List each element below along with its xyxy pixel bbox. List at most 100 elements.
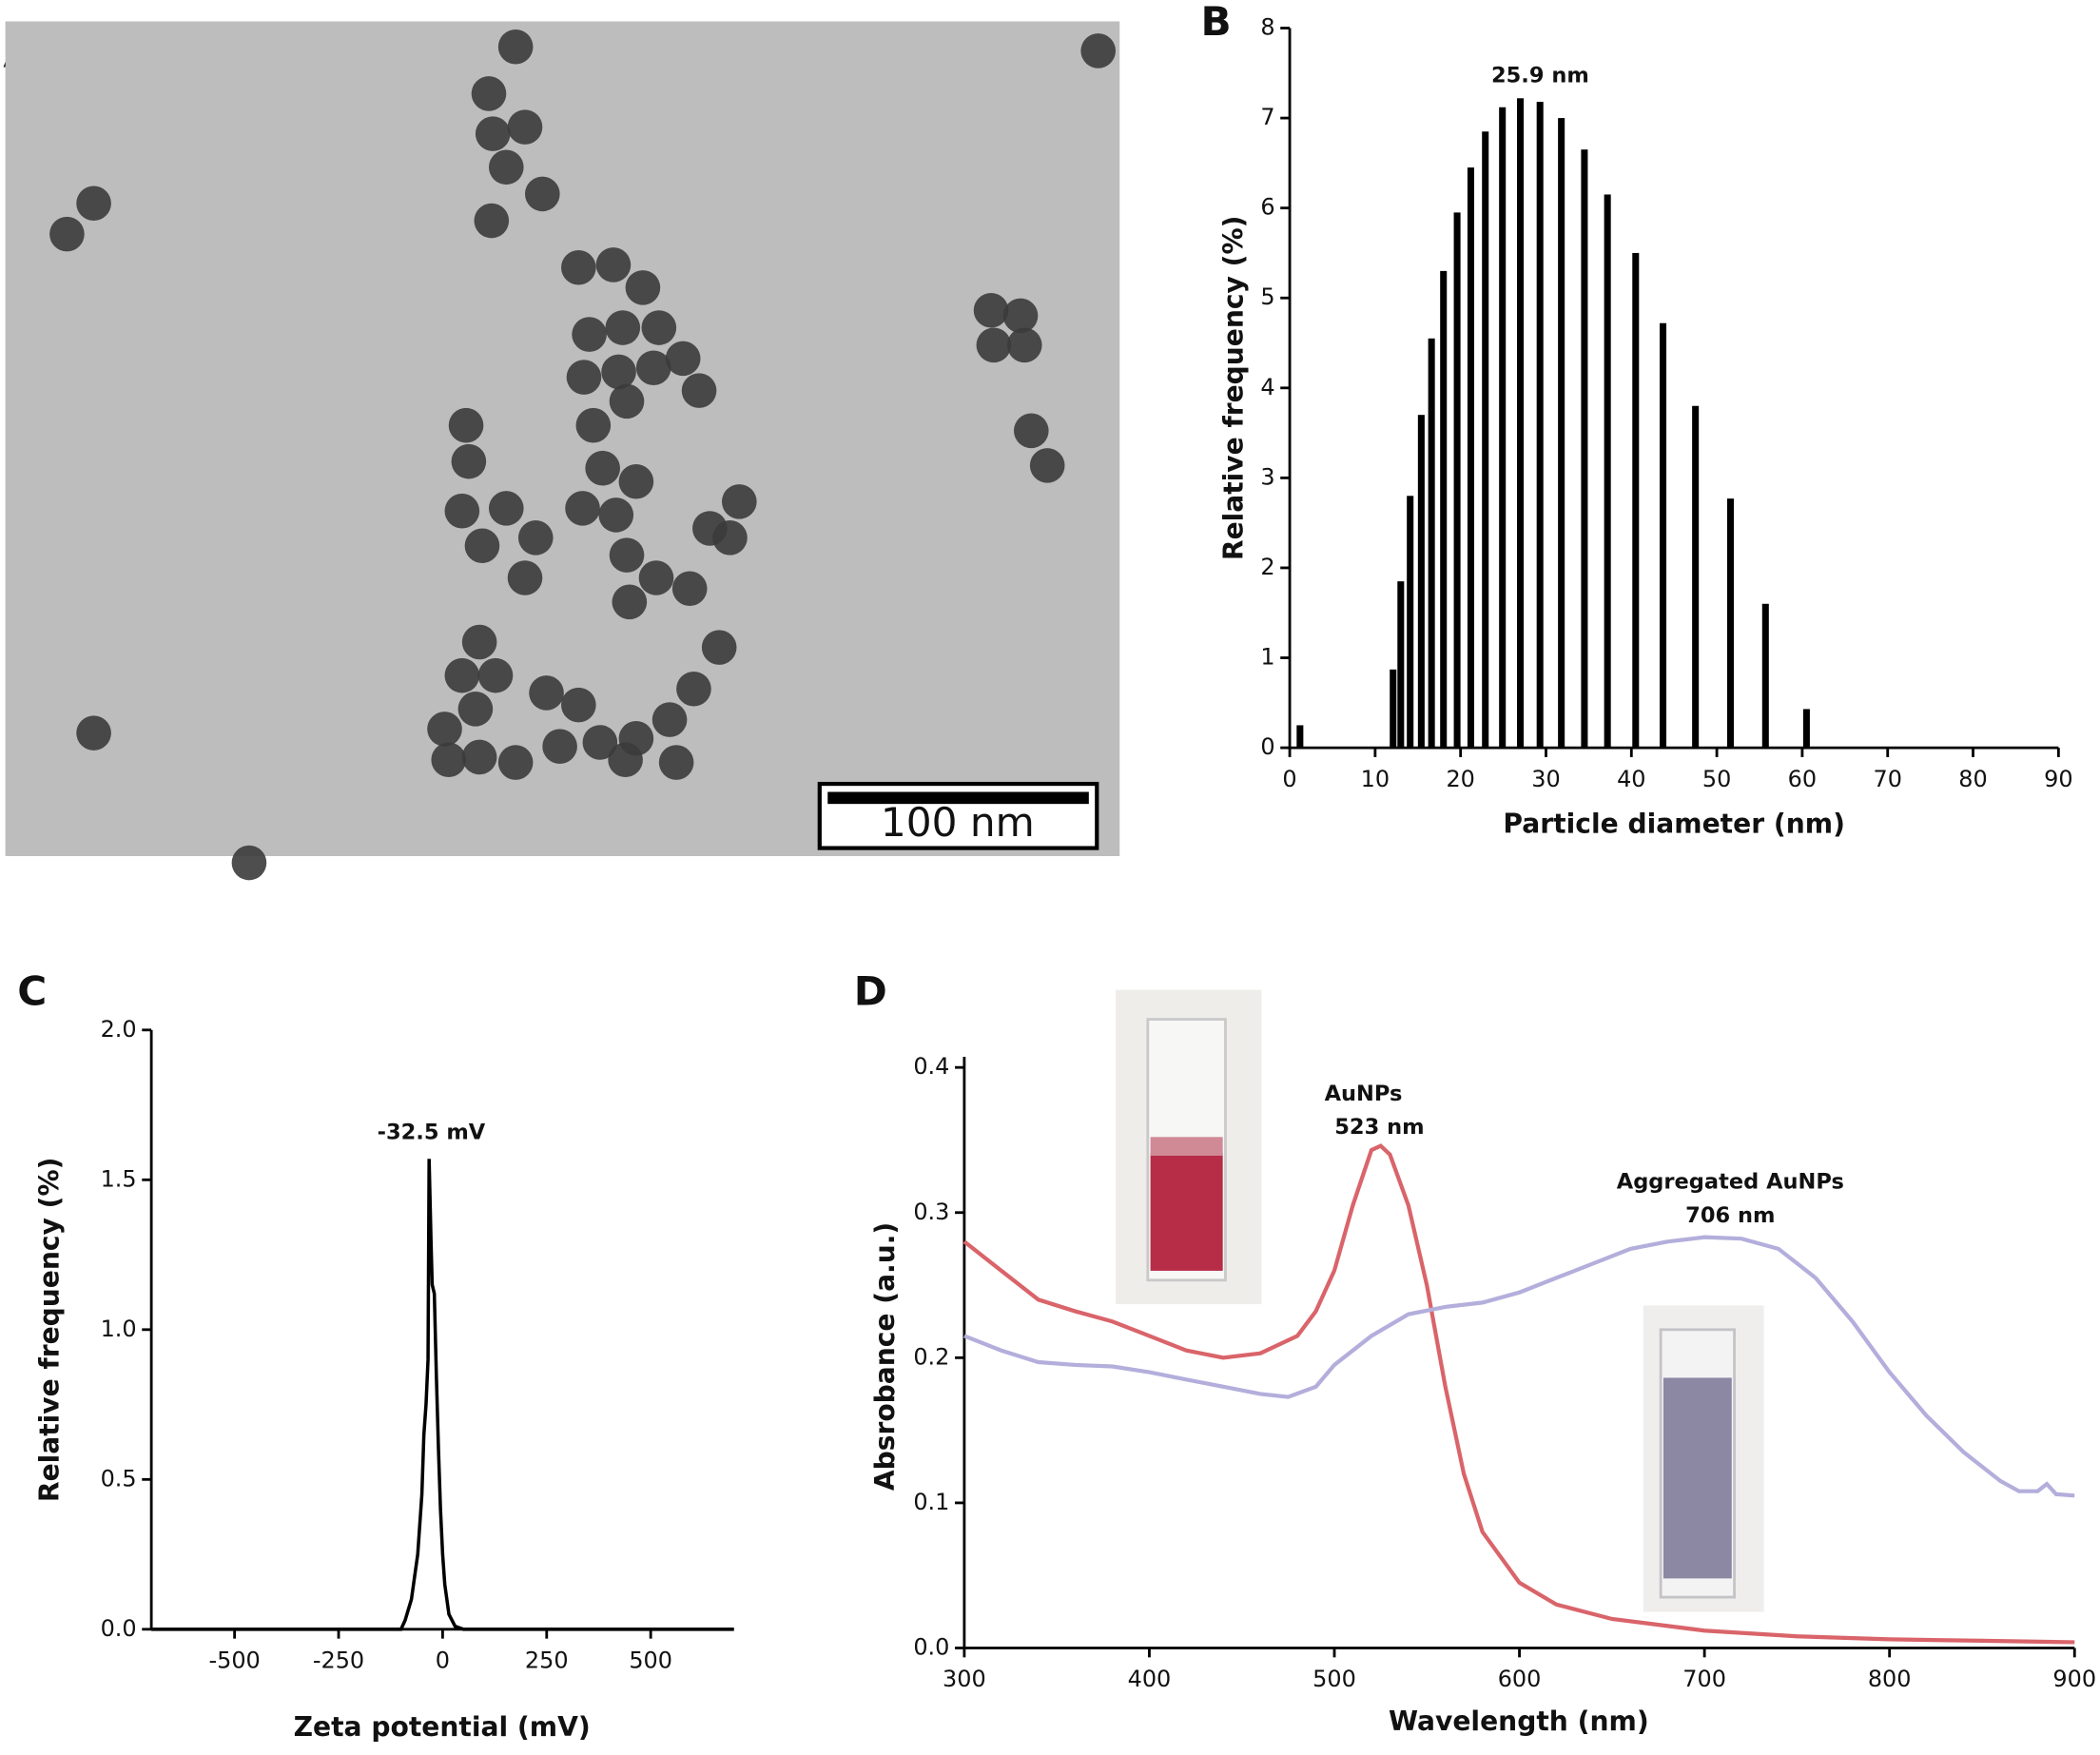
nanoparticle: [49, 216, 85, 252]
bar: [1802, 709, 1810, 749]
x-axis-title: Wavelength (nm): [1389, 1706, 1649, 1737]
nanoparticle: [651, 702, 688, 737]
x-tick-label: 40: [1617, 766, 1645, 792]
panel-label: D: [854, 967, 887, 1014]
cuvette-photo-purple: [1643, 1305, 1764, 1612]
nanoparticle: [582, 725, 618, 760]
nanoparticle: [976, 327, 1012, 363]
x-tick-label: -500: [208, 1648, 260, 1674]
nanoparticle: [461, 624, 497, 660]
bar: [1467, 167, 1474, 749]
y-tick-label: 0.0: [913, 1634, 949, 1661]
bar: [1407, 496, 1414, 749]
x-tick-label: -250: [313, 1648, 364, 1674]
nanoparticle: [529, 675, 564, 711]
x-tick-label: 30: [1531, 766, 1560, 792]
x-tick-label: 900: [2052, 1666, 2096, 1692]
spectrum-line: [962, 1143, 2075, 1645]
nanoparticle: [1029, 448, 1065, 483]
nanoparticle: [609, 383, 645, 419]
nanoparticle: [561, 249, 596, 285]
x-tick-label: 90: [2044, 766, 2072, 792]
nanoparticle: [488, 491, 524, 526]
y-tick-label: 1.0: [101, 1316, 137, 1342]
nanoparticle: [608, 742, 643, 778]
nanoparticle: [444, 493, 480, 529]
x-tick-label: 70: [1874, 766, 1902, 792]
nanoparticle: [565, 491, 600, 526]
y-tick-label: 4: [1260, 374, 1274, 400]
y-tick-label: 1.5: [101, 1165, 137, 1192]
nanoparticle: [641, 310, 677, 345]
nanoparticle: [488, 149, 524, 185]
y-tick-label: 0.5: [101, 1465, 137, 1492]
annotation: 523 nm: [1334, 1115, 1424, 1140]
nanoparticle: [701, 630, 737, 665]
bar: [1296, 725, 1304, 749]
bar: [1517, 98, 1525, 749]
bar: [1660, 322, 1667, 749]
annotation: -32.5 mV: [378, 1121, 486, 1145]
x-tick-label: 600: [1498, 1666, 1542, 1692]
bar: [1453, 212, 1461, 749]
nanoparticle: [566, 360, 602, 395]
nanoparticle: [448, 407, 484, 443]
nanoparticle: [477, 657, 514, 693]
nanoparticle: [601, 354, 636, 390]
series-label: AuNPs: [1325, 1082, 1403, 1106]
bar: [1692, 405, 1700, 749]
nanoparticle: [464, 528, 500, 564]
bar: [1761, 603, 1769, 749]
x-tick-label: 60: [1788, 766, 1817, 792]
y-tick-label: 6: [1260, 194, 1274, 221]
nanoparticle: [609, 537, 645, 573]
y-tick-label: 2.0: [101, 1016, 137, 1043]
nanoparticle: [76, 715, 111, 751]
y-tick-label: 0: [1260, 733, 1274, 760]
nanoparticle: [457, 692, 494, 727]
nanoparticle: [681, 373, 717, 408]
series-label: Aggregated AuNPs: [1617, 1170, 1844, 1195]
nanoparticle: [722, 484, 757, 519]
nanoparticle: [585, 450, 620, 486]
panel-label: B: [1201, 0, 1232, 45]
nanoparticle: [444, 657, 480, 693]
bar: [1428, 338, 1435, 749]
bar: [1482, 131, 1489, 749]
x-tick-label: 10: [1361, 766, 1390, 792]
nanoparticle: [712, 520, 748, 556]
y-tick-label: 0.4: [913, 1053, 949, 1080]
nanoparticle: [507, 560, 543, 595]
nanoparticle: [635, 350, 671, 385]
x-tick-label: 20: [1446, 766, 1474, 792]
nanoparticle: [671, 571, 708, 607]
nanoparticle: [461, 739, 497, 775]
nanoparticle: [625, 270, 661, 305]
nanoparticle: [451, 443, 487, 479]
nanoparticle: [561, 687, 596, 723]
y-tick-label: 2: [1260, 554, 1274, 580]
bar: [1390, 669, 1397, 749]
nanoparticle: [542, 729, 577, 764]
nanoparticle: [598, 497, 634, 533]
bar: [1558, 118, 1565, 749]
y-tick-label: 5: [1260, 283, 1274, 310]
bar: [1632, 252, 1640, 749]
cuvette-photo-red: [1116, 989, 1262, 1305]
nanoparticle: [76, 185, 111, 222]
x-axis-title: Zeta potential (mV): [294, 1711, 591, 1743]
nanoparticle: [497, 745, 534, 780]
nanoparticle: [507, 109, 543, 145]
bar: [1417, 415, 1425, 749]
x-tick-label: 0: [1282, 766, 1296, 792]
y-axis-title: Relative frequency (%): [1217, 216, 1249, 561]
nanoparticle: [665, 341, 701, 377]
nanoparticle: [525, 176, 560, 212]
scale-bar: [827, 791, 1089, 805]
nanoparticle: [1013, 413, 1049, 449]
nanoparticle: [427, 712, 462, 747]
y-tick-label: 0.1: [913, 1489, 949, 1515]
bar: [1726, 498, 1734, 749]
annotation: 25.9 nm: [1491, 64, 1589, 88]
